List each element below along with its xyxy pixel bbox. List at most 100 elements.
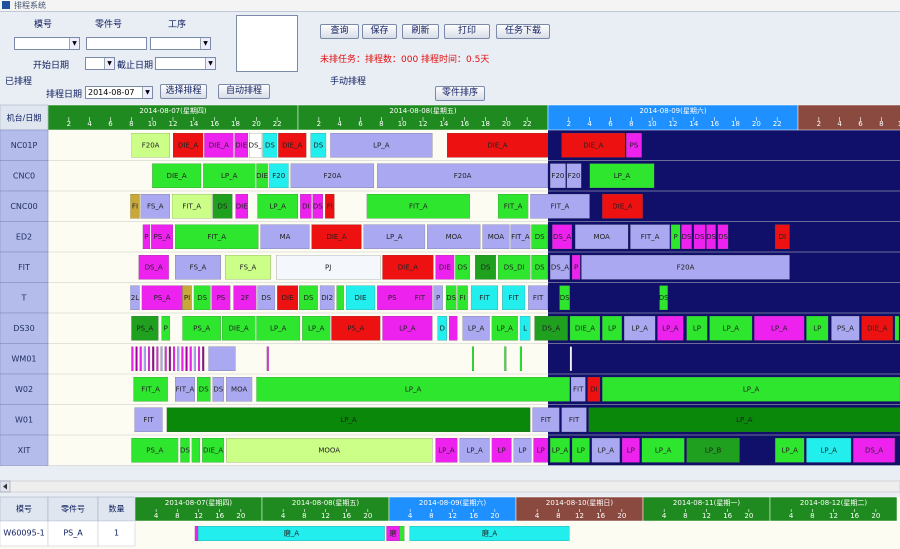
dropdown[interactable]: ▼ [200,38,210,49]
task-label: DI [302,202,309,210]
task-label: 2L [131,294,139,302]
task-bar [277,285,298,310]
task: LP_A [459,438,490,463]
task: DIE_A [382,255,434,280]
task: FI [457,285,468,310]
task [191,438,201,463]
task-bar [531,255,548,280]
toolbar-button[interactable]: 任务下载 [496,24,550,39]
task-bar [550,255,570,280]
task: PS_A [131,438,179,463]
task: LP_A [382,316,433,341]
toolbar-button[interactable]: 查询 [320,24,359,39]
machine-list[interactable] [236,15,298,72]
task-bar [262,133,278,158]
dropdown[interactable]: ▼ [142,87,152,98]
task-label: LP_A [269,202,286,210]
task: LP_A [657,316,684,341]
task-label: LP [498,446,506,454]
sort-button[interactable]: 零件排序 [435,86,485,101]
start-input[interactable]: ▼ [85,57,115,70]
task-label: DS [313,202,323,210]
toolbar-button[interactable]: 打印 [444,24,490,39]
task: LP_A [602,377,900,402]
hour-label: 14 [689,120,698,128]
column-label: 模号 [16,504,32,514]
hour-label: 8 [683,512,687,520]
task-bar [185,346,188,371]
task: F20 [566,163,582,188]
toolbar-button[interactable]: 刷新 [402,24,439,39]
task-bar [602,377,900,402]
hour-label: 4 [587,120,592,128]
task-label: F20 [568,172,581,180]
task-label: DI [779,233,786,241]
task [156,346,159,371]
hour-label: 16 [215,512,224,520]
task: 2L [130,285,140,310]
task-label: 磨_A [284,529,299,538]
task: MOA [575,224,629,249]
task-bar [775,224,790,249]
task: DS [693,224,706,249]
task: DS [659,285,669,310]
task-bar [571,255,581,280]
process-input[interactable]: ▼ [150,37,211,50]
task-label: DS [446,294,456,302]
task-bar [234,133,248,158]
dropdown[interactable]: ▼ [205,58,215,69]
select-button[interactable]: 选择排程 [160,84,207,99]
task [194,526,198,541]
hour-label: 16 [710,120,719,128]
sched-date-input[interactable]: 2014-08-07 ▼ [85,86,153,99]
task-bar [482,224,510,249]
row-name: CNC0 [13,171,35,180]
toolbar-button[interactable]: 保存 [362,24,397,39]
row-name: T [21,293,27,302]
task-bar [166,407,531,432]
auto-button[interactable]: 自动排程 [218,84,270,99]
hour-label: 4 [535,512,540,520]
task: LP_A [775,438,805,463]
task-label: PS_A [136,324,153,332]
window-title: 排程系统 [14,1,46,10]
task-label: DS [659,294,669,302]
mold-label: 模号 [34,20,53,30]
task-label: DIE_A [326,233,346,241]
hour-label: 12 [702,512,711,520]
mold-input[interactable]: ▼ [14,37,80,50]
task-label: FS_A [240,263,257,271]
end-input[interactable]: ▼ [155,57,216,70]
hour-label: 18 [481,120,490,128]
task: FIT_A [366,194,470,219]
hour-label: 20 [490,512,499,520]
task-bar [249,133,262,158]
task: DS_A [138,255,169,280]
task: FIT [470,285,498,310]
column-label: 数量 [109,504,125,514]
day-label: 2014-08-07(星期四) [165,499,232,507]
task-label: DIE_A [487,141,507,149]
day-label: 2014-08-08(星期五) [292,499,359,507]
task [173,346,176,371]
task: LP_A [806,438,852,463]
task: FIT [502,285,526,310]
task-bar [221,316,256,341]
row-name: NC01P [11,141,38,150]
task-bar [531,224,548,249]
hour-label: 8 [629,120,633,128]
task-bar [175,377,195,402]
task: LP_A [330,133,433,158]
task: P [571,255,581,280]
task-label: LP_A [781,446,798,454]
task: FIT_A [498,194,529,219]
task-label: LP_A [386,233,403,241]
day-band [261,496,390,522]
task-bar [161,316,170,341]
task-bar [626,133,642,158]
dropdown[interactable]: ▼ [104,58,114,69]
task-bar [806,316,829,341]
dropdown[interactable]: ▼ [69,38,79,49]
part-input[interactable] [86,37,147,50]
cell [47,520,99,547]
